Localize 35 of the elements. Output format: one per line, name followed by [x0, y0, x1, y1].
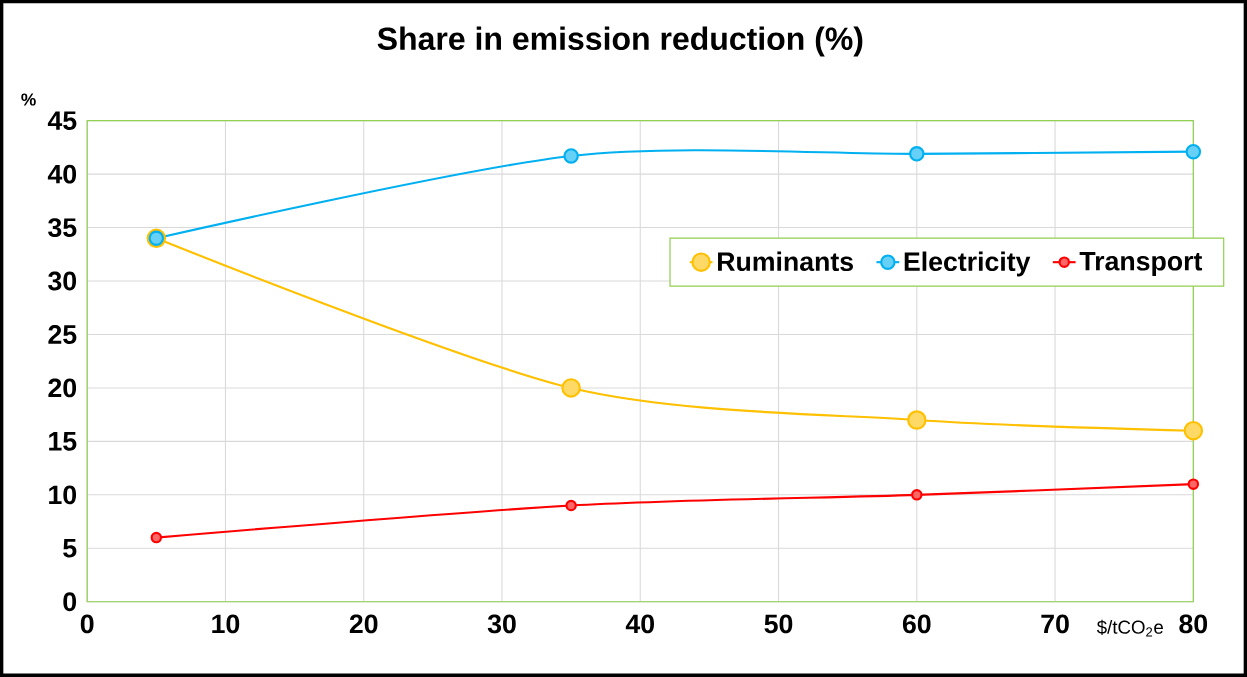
- y-tick-label: 15: [49, 432, 77, 451]
- y-tick-label: 25: [48, 325, 77, 344]
- point: [561, 378, 581, 398]
- x-tick-label: 40: [625, 614, 654, 634]
- point: [907, 410, 927, 430]
- point: [565, 499, 577, 512]
- x-tick-label: 10: [212, 614, 240, 634]
- y-axis-title: %: [21, 93, 36, 106]
- point: [911, 489, 923, 501]
- x-tick-label: 0: [80, 614, 94, 634]
- x-tick-label: 70: [1041, 614, 1069, 634]
- chart-title: Share in emission reduction (%): [377, 26, 863, 57]
- y-tick-label: 20: [48, 378, 77, 398]
- legend-label: Transport: [1079, 252, 1203, 276]
- y-tick-label: 30: [48, 271, 77, 291]
- x-tick-label: 30: [487, 614, 516, 634]
- point: [150, 531, 163, 544]
- point: [1185, 143, 1202, 160]
- y-tick-label: 40: [47, 164, 77, 184]
- point: [1183, 420, 1204, 441]
- point: [563, 148, 579, 164]
- y-tick-label: 35: [48, 218, 77, 238]
- y-tick-label: 10: [49, 485, 77, 505]
- x-tick-label: 80: [1179, 614, 1208, 634]
- x-tick-label: 50: [764, 614, 793, 634]
- x-axis-title: $/tCO$_{2}$e: [1096, 619, 1163, 637]
- point: [1187, 478, 1200, 490]
- x-tick-label: 60: [902, 614, 931, 634]
- legend-label: Ruminants: [718, 251, 853, 272]
- x-tick-label: 20: [349, 614, 378, 634]
- point: [909, 146, 925, 162]
- y-tick-label: 5: [63, 539, 77, 558]
- legend-label: Electricity: [904, 251, 1031, 277]
- y-tick-label: 0: [63, 592, 77, 612]
- y-tick-label: 45: [47, 111, 77, 130]
